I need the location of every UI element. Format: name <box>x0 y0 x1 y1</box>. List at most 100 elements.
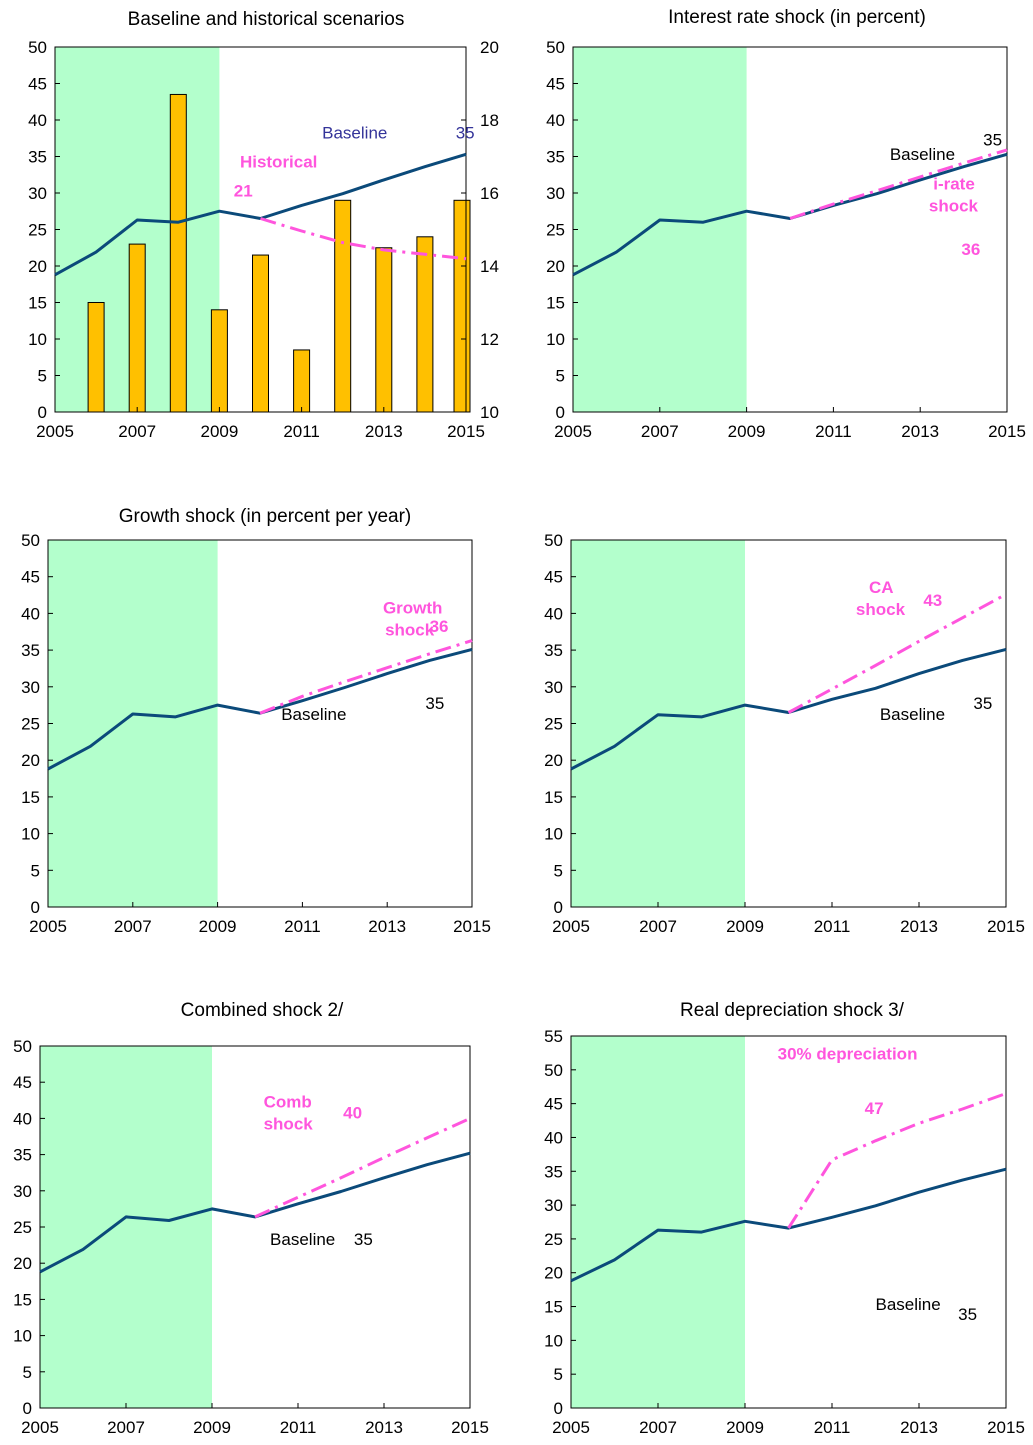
bar-2010 <box>252 254 269 413</box>
annotation-label: 35 <box>973 694 992 713</box>
y-tick-label: 0 <box>23 1399 32 1418</box>
annotation-label: 47 <box>865 1099 884 1118</box>
y-tick-label: 5 <box>38 367 47 386</box>
shaded-area <box>40 1046 212 1408</box>
x-tick-label: 2005 <box>21 1418 59 1437</box>
y-tick-label: 40 <box>21 604 40 623</box>
x-tick-label: 2015 <box>447 422 485 441</box>
y-tick-label: 15 <box>544 788 563 807</box>
annotation-label: 30% depreciation <box>778 1045 918 1064</box>
y-tick-label: 40 <box>28 111 47 130</box>
y-tick-label: 40 <box>13 1109 32 1128</box>
y-tick-label: 20 <box>544 751 563 770</box>
y-tick-label: 50 <box>544 531 563 550</box>
x-tick-label: 2015 <box>453 917 491 936</box>
x-tick-label: 2015 <box>451 1418 489 1437</box>
chart-panel-p3: 0 5 10 15 20 25 30 35 40 45 50 2005 2007 2009 2011 2013… <box>21 506 491 936</box>
shock-line <box>787 1092 1007 1229</box>
x-tick-label: 2007 <box>118 422 156 441</box>
y-tick-label: 40 <box>544 604 563 623</box>
chart-panel-p2: 0 5 10 15 20 25 30 35 40 45 50 2005 2007 2009 2011 2013… <box>546 7 1026 441</box>
shaded-area <box>571 540 745 907</box>
y2-tick-label: 16 <box>480 184 499 203</box>
x-tick-label: 2009 <box>726 1418 764 1437</box>
y-tick-label: 0 <box>556 403 565 422</box>
x-tick-label: 2013 <box>368 917 406 936</box>
y-tick-label: 45 <box>546 75 565 94</box>
annotation-label: shock <box>856 600 906 619</box>
y-tick-label: 35 <box>21 641 40 660</box>
x-tick-label: 2011 <box>284 917 321 936</box>
y-tick-label: 15 <box>546 294 565 313</box>
x-tick-label: 2009 <box>199 917 237 936</box>
plot-frame <box>570 1035 1007 1409</box>
annotation-label: 35 <box>983 131 1002 150</box>
chart-panel-p1: 0 5 10 15 20 25 30 35 40 45 50 10 12 14 16 18 20 2005 2007… <box>28 9 499 441</box>
y2-tick-label: 12 <box>480 330 499 349</box>
chart-title: Interest rate shock (in percent) <box>668 7 926 28</box>
x-tick-label: 2013 <box>365 422 403 441</box>
y-tick-label: 55 <box>544 1027 563 1046</box>
annotation-label: shock <box>385 620 435 639</box>
y-tick-label: 50 <box>546 38 565 57</box>
annotation-label: Baseline <box>270 1230 335 1249</box>
y-tick-label: 45 <box>544 568 563 587</box>
chart-title: Real depreciation shock 3/ <box>680 1000 905 1021</box>
bar-2009 <box>210 309 228 413</box>
x-tick-label: 2013 <box>900 1418 938 1437</box>
y-tick-label: 25 <box>544 1230 563 1249</box>
y-tick-label: 10 <box>546 330 565 349</box>
x-tick-label: 2013 <box>901 422 939 441</box>
y-tick-label: 35 <box>544 641 563 660</box>
y-tick-label: 30 <box>546 184 565 203</box>
shock-line <box>787 592 1007 714</box>
y-tick-label: 25 <box>21 715 40 734</box>
y-tick-label: 10 <box>544 825 563 844</box>
y-tick-label: 5 <box>31 861 40 880</box>
y-tick-label: 45 <box>28 75 47 94</box>
annotation-label: shock <box>929 196 979 215</box>
x-tick-label: 2007 <box>639 1418 677 1437</box>
bar-2008 <box>169 93 187 413</box>
annotation-label: i-rate <box>933 174 975 193</box>
annotation-label: CA <box>869 578 894 597</box>
annotation-label: 35 <box>958 1305 977 1324</box>
shock-line <box>259 639 473 715</box>
y-tick-label: 5 <box>23 1363 32 1382</box>
x-tick-label: 2005 <box>29 917 67 936</box>
y-tick-label: 15 <box>13 1290 32 1309</box>
x-tick-label: 2011 <box>814 917 851 936</box>
y-tick-label: 30 <box>28 184 47 203</box>
shock-line <box>789 148 1008 220</box>
y-tick-label: 30 <box>544 1196 563 1215</box>
x-tick-label: 2015 <box>988 422 1026 441</box>
y-tick-label: 35 <box>13 1146 32 1165</box>
bar-2007 <box>128 243 146 413</box>
x-tick-label: 2007 <box>639 917 677 936</box>
x-tick-label: 2015 <box>987 1418 1025 1437</box>
y-tick-label: 25 <box>544 715 563 734</box>
annotation-label: Baseline <box>281 705 346 724</box>
y-tick-label: 35 <box>546 148 565 167</box>
shaded-area <box>48 540 218 907</box>
annotation-label: Comb <box>264 1093 312 1112</box>
y-tick-label: 50 <box>21 531 40 550</box>
x-tick-label: 2007 <box>114 917 152 936</box>
y-tick-label: 5 <box>554 1365 563 1384</box>
y-tick-label: 5 <box>554 861 563 880</box>
x-tick-label: 2005 <box>552 917 590 936</box>
bar-2014 <box>416 236 434 413</box>
x-tick-label: 2009 <box>193 1418 231 1437</box>
y-tick-label: 25 <box>28 221 47 240</box>
y-tick-label: 30 <box>544 678 563 697</box>
annotation-label: Growth <box>383 598 443 617</box>
annotation-label: 35 <box>456 123 475 142</box>
y-tick-label: 30 <box>13 1182 32 1201</box>
annotation-label: Historical <box>240 152 317 171</box>
bar-2006 <box>87 302 105 413</box>
x-tick-label: 2011 <box>280 1418 317 1437</box>
annotation-label: Baseline <box>322 123 387 142</box>
annotation-label: 36 <box>430 617 449 636</box>
y-tick-label: 40 <box>546 111 565 130</box>
shock-line <box>260 217 467 261</box>
